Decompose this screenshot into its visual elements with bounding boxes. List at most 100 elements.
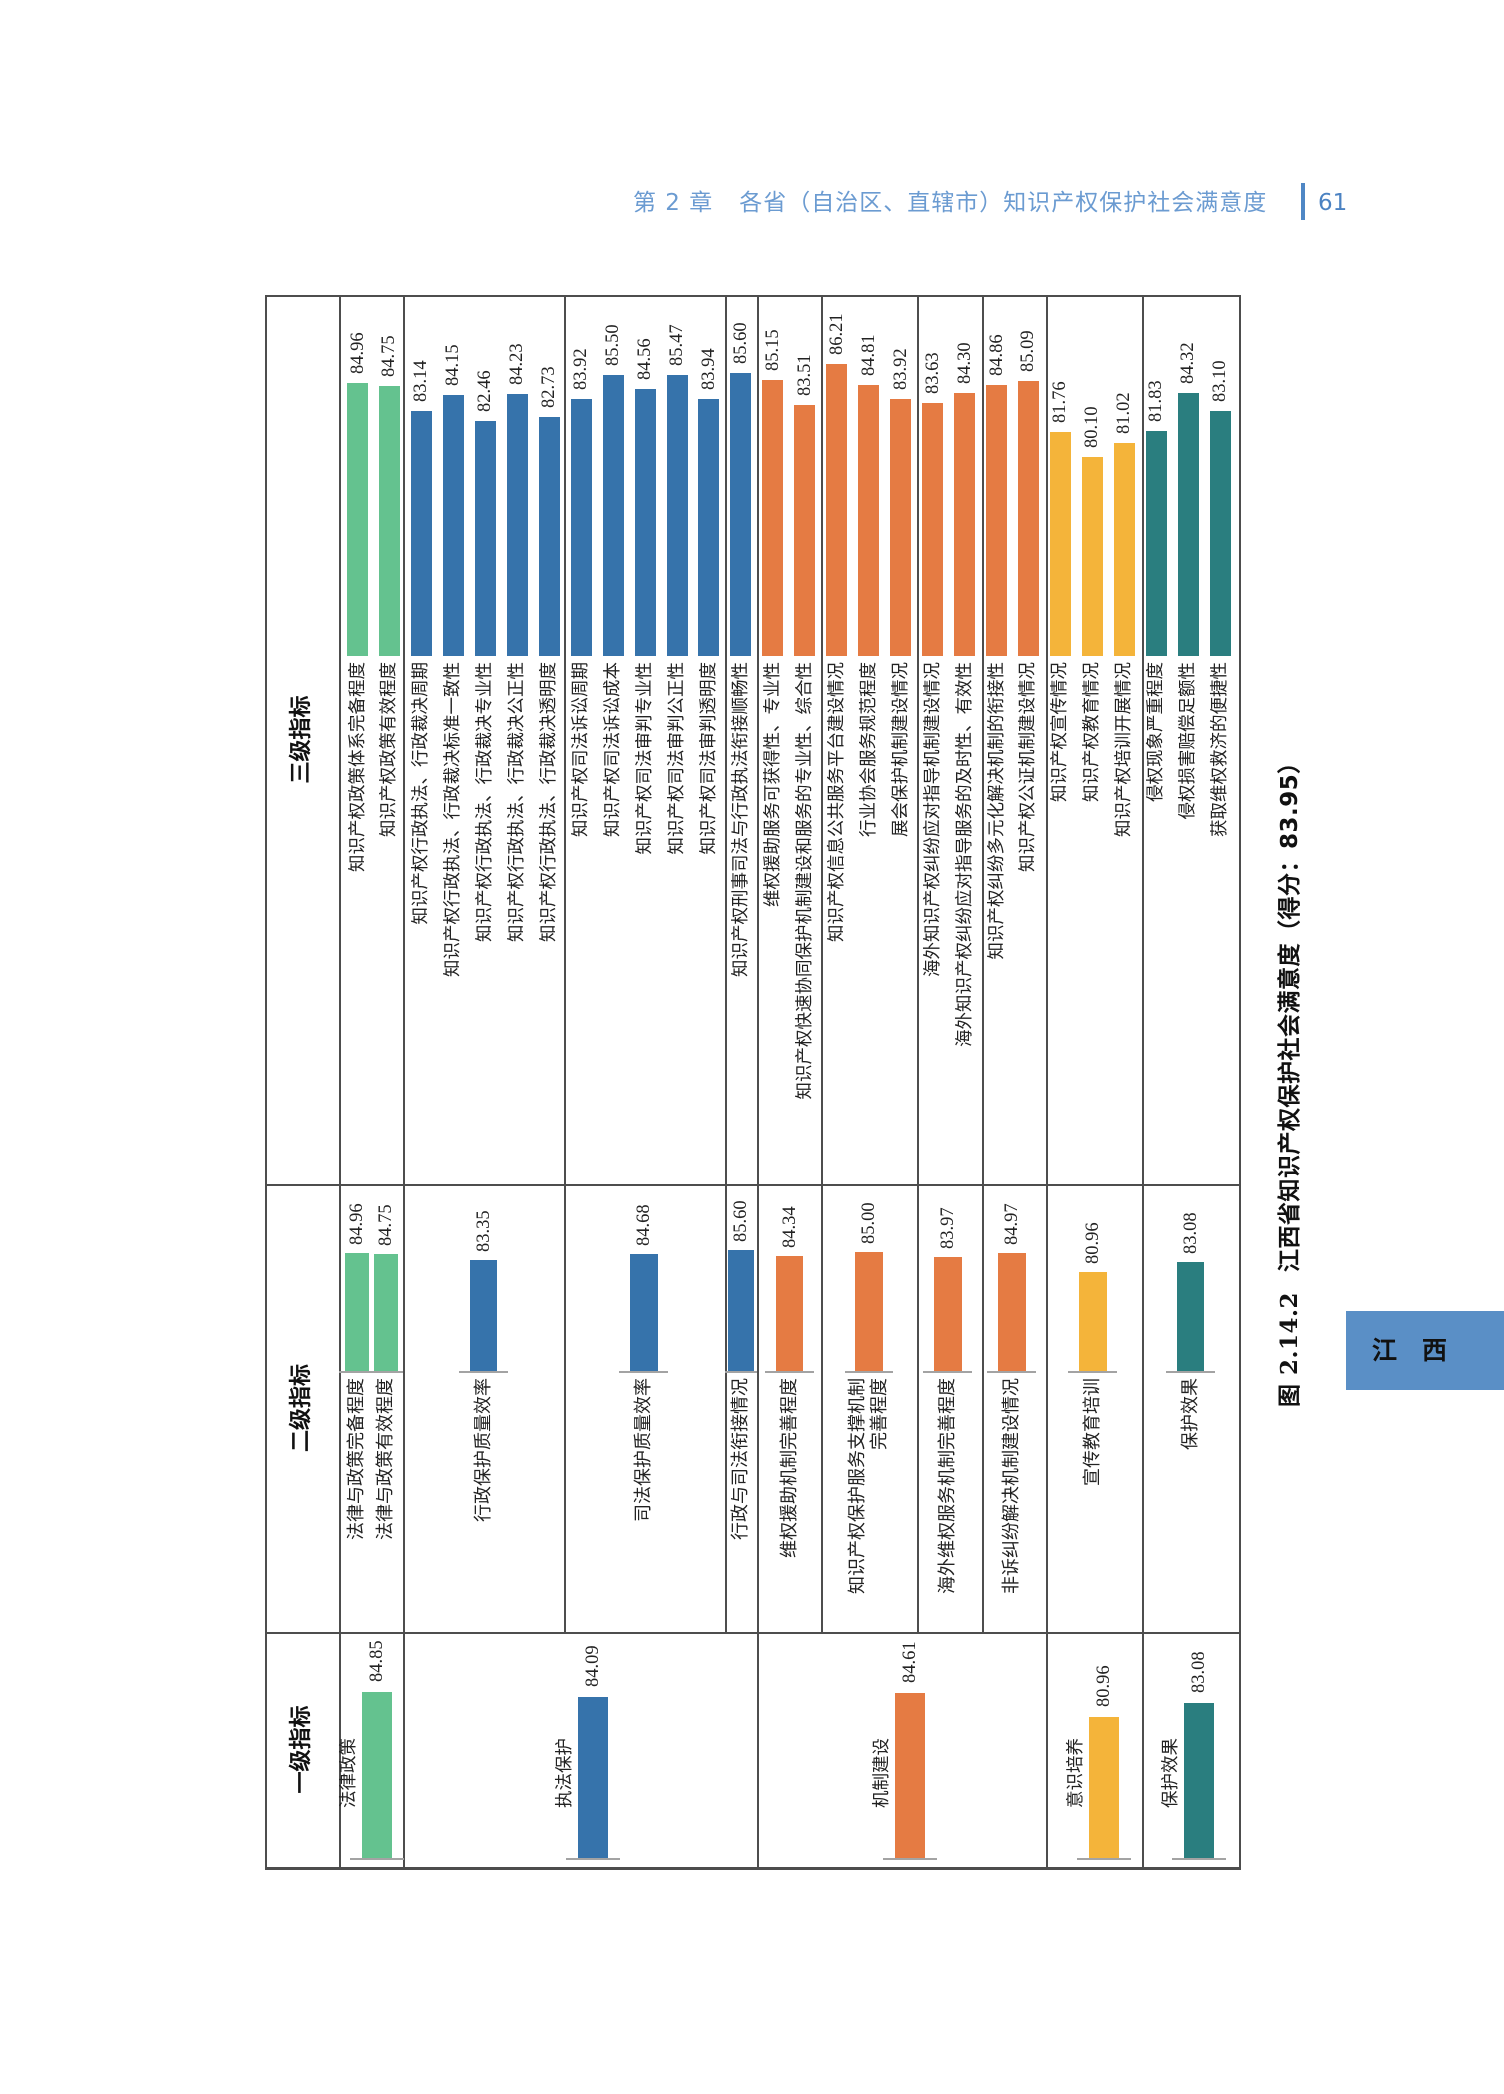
bar-value-label-level3: 84.75 xyxy=(379,335,400,378)
bar-category-label-level3: 知识产权行政执法、行政裁决专业性 xyxy=(475,662,496,942)
chapter-label: 第 2 章 xyxy=(633,190,714,216)
bar-level1-4 xyxy=(1184,1703,1214,1858)
bar-value-label-level3: 84.30 xyxy=(954,342,975,385)
bar-category-label-level3: 知识产权司法审判透明度 xyxy=(698,662,719,855)
bar-value-label-level3: 81.83 xyxy=(1146,379,1167,422)
table-grid-line xyxy=(265,295,1241,297)
figure-title: 江西省知识产权保护社会满意度（得分：83.95） xyxy=(1277,750,1303,1272)
bar-value-label-level1: 83.08 xyxy=(1189,1651,1209,1694)
bar-value-label-level2: 83.08 xyxy=(1180,1211,1201,1254)
row-header-level1: 一级指标 xyxy=(289,1705,314,1794)
province-tab-label: 江 西 xyxy=(1372,1336,1448,1365)
bar-category-label-level3: 知识产权教育情况 xyxy=(1082,662,1103,802)
bar-level2-7 xyxy=(934,1257,962,1371)
bar-level3-21 xyxy=(1017,381,1039,656)
axis-baseline-level2 xyxy=(1068,1371,1117,1373)
bar-level1-2 xyxy=(895,1693,925,1858)
bar-level1-1 xyxy=(578,1696,608,1858)
table-grid-line xyxy=(265,1184,1241,1186)
bar-value-label-level3: 81.02 xyxy=(1114,392,1135,434)
row-header-level2: 二级指标 xyxy=(289,1364,314,1453)
bar-category-label-level2: 非诉纠纷解决机制建设情况 xyxy=(1001,1378,1022,1594)
axis-baseline-level2 xyxy=(1166,1371,1215,1373)
bar-category-label-level2: 法律与政策有效程度 xyxy=(375,1378,396,1540)
bar-level2-4 xyxy=(728,1249,754,1371)
table-grid-line xyxy=(1142,1632,1144,1867)
axis-baseline-level2 xyxy=(987,1371,1036,1373)
bar-level3-12 xyxy=(730,373,752,656)
bar-level3-7 xyxy=(570,398,592,656)
axis-baseline-level2 xyxy=(459,1371,508,1373)
chapter-title: 各省（自治区、直辖市）知识产权保护社会满意度 xyxy=(739,190,1268,216)
bar-category-label-level3: 海外知识产权纠纷应对指导服务的及时性、有效性 xyxy=(954,662,975,1047)
bar-category-label-level3: 知识产权政策有效程度 xyxy=(379,662,400,837)
table-grid-line xyxy=(564,295,566,1632)
bar-level3-8 xyxy=(602,374,624,656)
bar-category-label-level3: 知识产权行政执法、行政裁决标准一致性 xyxy=(443,662,464,977)
bar-value-label-level3: 84.15 xyxy=(443,344,464,387)
bar-level3-5 xyxy=(506,394,528,656)
table-grid-line xyxy=(403,295,405,1632)
bar-level2-5 xyxy=(776,1255,803,1371)
bar-level3-23 xyxy=(1081,456,1103,656)
bar-value-label-level2: 85.00 xyxy=(859,1202,879,1245)
axis-baseline-level1 xyxy=(350,1858,404,1860)
table-grid-line xyxy=(265,295,267,1867)
bar-level2-0 xyxy=(345,1252,369,1371)
bar-value-label-level3: 86.21 xyxy=(826,313,847,355)
table-grid-line xyxy=(757,295,759,1632)
bar-category-label-level3: 知识产权行政执法、行政裁决公正性 xyxy=(507,662,528,942)
bar-value-label-level3: 82.73 xyxy=(539,366,560,408)
bar-value-label-level3: 85.60 xyxy=(730,322,751,365)
bar-category-label-level3: 知识产权信息公共服务平台建设情况 xyxy=(826,662,847,942)
bar-category-label-level2: 司法保护质量效率 xyxy=(633,1378,654,1522)
table-grid-line xyxy=(757,1632,759,1867)
bar-category-label-level1: 执法保护 xyxy=(554,1738,575,1808)
bar-value-label-level1: 80.96 xyxy=(1094,1665,1114,1707)
bar-category-label-level3: 知识产权行政执法、行政裁决周期 xyxy=(411,662,432,925)
bar-category-label-level2: 维权援助机制完善程度 xyxy=(778,1378,800,1558)
bar-level2-9 xyxy=(1079,1271,1107,1371)
bar-category-label-level2: 行政与司法衔接情况 xyxy=(730,1378,751,1540)
bar-level2-1 xyxy=(374,1253,398,1371)
bar-level2-6 xyxy=(855,1252,883,1371)
bar-value-label-level3: 83.92 xyxy=(890,348,911,390)
bar-category-label-level2: 知识产权保护服务支撑机制完善程度 xyxy=(847,1378,890,1594)
bar-value-label-level2: 85.60 xyxy=(731,1200,751,1242)
bar-value-label-level3: 81.76 xyxy=(1050,381,1071,423)
bar-category-label-level3: 展会保护机制建设情况 xyxy=(890,662,911,837)
bar-category-label-level3: 海外知识产权纠纷应对指导机制建设情况 xyxy=(922,662,943,977)
bar-category-label-level2: 法律与政策完备程度 xyxy=(346,1378,367,1540)
bar-category-label-level2: 宣传教育培训 xyxy=(1082,1378,1103,1486)
page-number: 61 xyxy=(1318,190,1348,216)
bar-level2-10 xyxy=(1177,1261,1204,1371)
bar-value-label-level3: 84.23 xyxy=(507,343,528,386)
bar-level3-19 xyxy=(954,393,976,656)
bar-level3-9 xyxy=(634,389,656,656)
bar-value-label-level3: 84.81 xyxy=(858,334,879,377)
bar-category-label-level3: 知识产权司法审判公正性 xyxy=(667,662,687,855)
bar-category-label-level3: 获取维权救济的便捷性 xyxy=(1210,662,1231,837)
figure-number: 图 2.14.2 xyxy=(1276,1291,1303,1407)
bar-category-label-level2: 行政保护质量效率 xyxy=(472,1378,494,1522)
figure-caption: 图 2.14.2 江西省知识产权保护社会满意度（得分：83.95） xyxy=(1275,687,1305,1407)
bar-category-label-level3: 维权援助服务可获得性、专业性 xyxy=(762,662,783,907)
bar-value-label-level3: 83.14 xyxy=(411,360,432,402)
bar-value-label-level2: 83.97 xyxy=(938,1207,958,1250)
bar-value-label-level3: 82.46 xyxy=(475,370,496,412)
axis-baseline-level2 xyxy=(765,1371,814,1373)
bar-level3-25 xyxy=(1145,430,1167,656)
axis-baseline-level1 xyxy=(1077,1858,1131,1860)
bar-level3-1 xyxy=(378,386,400,656)
bar-value-label-level3: 85.15 xyxy=(762,329,783,372)
table-grid-line xyxy=(1239,295,1241,1867)
bar-level3-6 xyxy=(538,416,560,656)
axis-baseline-level1 xyxy=(1172,1858,1226,1860)
bar-category-label-level3: 知识产权纠纷多元化解决机制的衔接性 xyxy=(986,662,1007,960)
table-grid-line xyxy=(917,295,919,1632)
bar-value-label-level3: 84.56 xyxy=(635,338,656,381)
bar-level3-17 xyxy=(890,398,912,656)
bar-category-label-level3: 知识产权行政执法、行政裁决透明度 xyxy=(539,662,560,942)
bar-category-label-level3: 知识产权宣传情况 xyxy=(1050,662,1071,802)
